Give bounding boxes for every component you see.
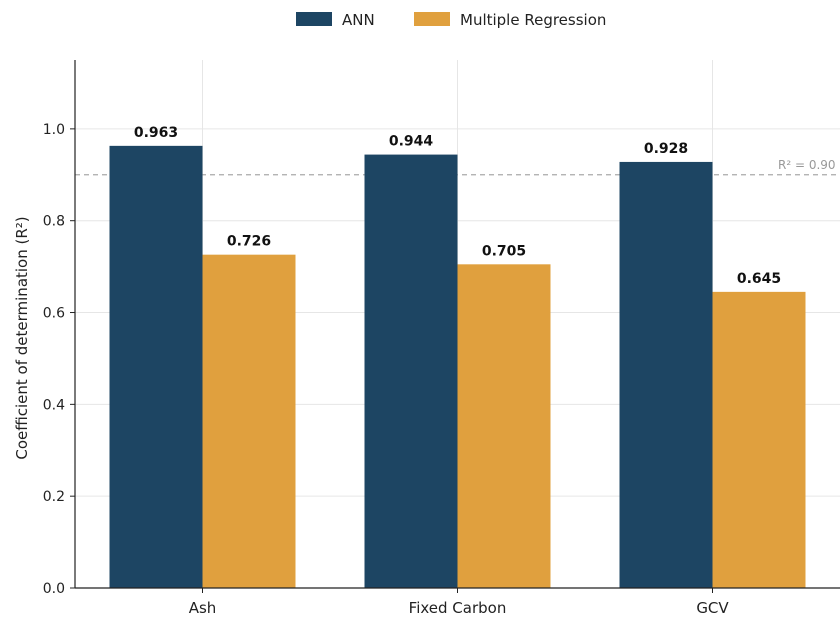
data-label: 0.963	[134, 125, 178, 141]
x-ticks: Ash Fixed Carbon GCV	[189, 588, 729, 617]
legend-swatch-ann	[296, 12, 332, 26]
x-tick-label: Ash	[189, 599, 217, 617]
y-tick-label: 0.4	[43, 397, 65, 413]
data-label: 0.705	[482, 243, 526, 259]
x-tick-label: GCV	[696, 599, 729, 617]
legend-label: Multiple Regression	[460, 11, 606, 29]
bar-multiple-regression	[712, 291, 806, 588]
y-tick-label: 0.0	[43, 581, 65, 597]
y-axis-label: Coefficient of determination (R²)	[13, 216, 31, 459]
y-tick-label: 0.6	[43, 306, 65, 322]
bar-ann	[619, 161, 713, 589]
y-tick-label: 0.8	[43, 214, 65, 230]
y-ticks: 0.0 0.2 0.4 0.6 0.8 1.0	[43, 122, 75, 597]
data-label: 0.928	[644, 141, 688, 157]
bar-ann	[364, 154, 458, 588]
y-tick-label: 0.2	[43, 489, 65, 505]
legend-swatch-multiple-regression	[414, 12, 450, 26]
legend: ANN Multiple Regression	[296, 11, 606, 29]
legend-label: ANN	[342, 11, 375, 29]
data-label: 0.645	[737, 271, 781, 287]
x-tick-label: Fixed Carbon	[409, 599, 507, 617]
bars	[109, 145, 806, 589]
data-label: 0.944	[389, 134, 434, 150]
bar-multiple-regression	[457, 264, 551, 588]
bar-multiple-regression	[202, 254, 296, 588]
bar-ann	[109, 145, 203, 588]
data-label: 0.726	[227, 234, 271, 250]
data-labels: 0.963 0.726 0.944 0.705 0.928 0.645	[134, 125, 781, 287]
reference-line-label: R² = 0.90	[778, 158, 836, 172]
y-tick-label: 1.0	[43, 122, 65, 138]
